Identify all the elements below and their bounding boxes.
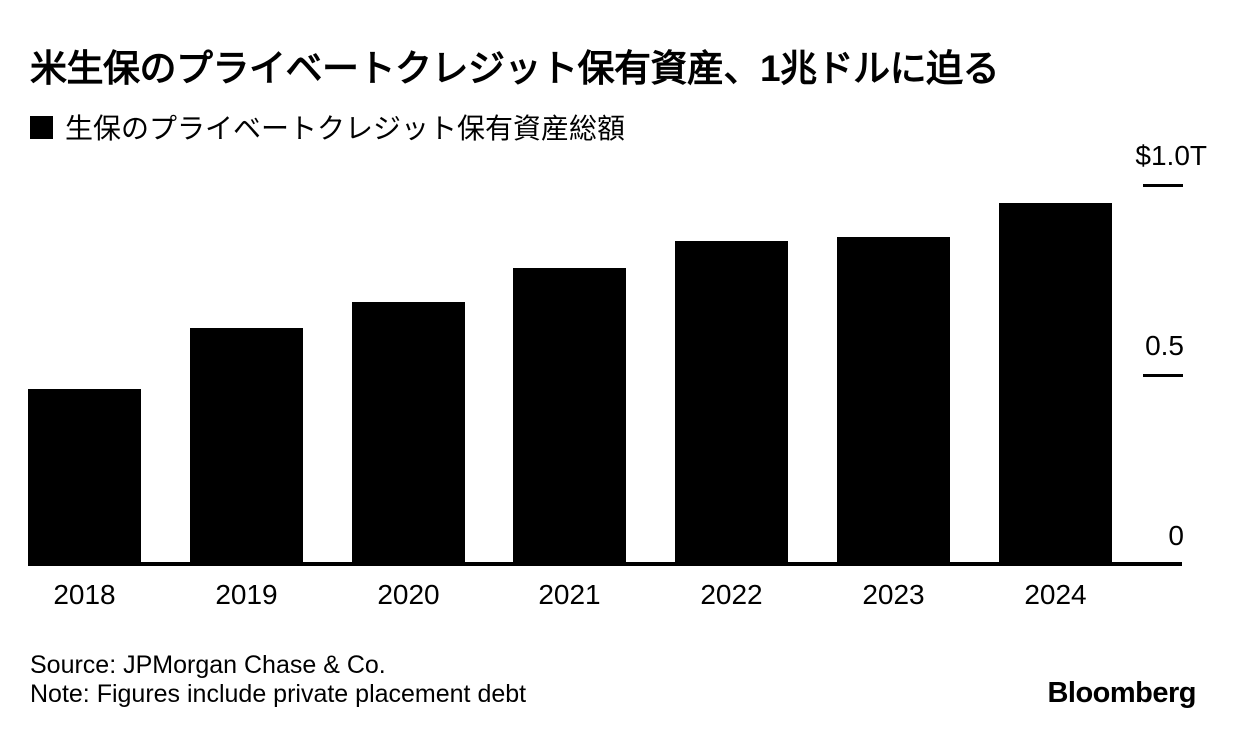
x-tick-label-2021: 2021 <box>538 579 601 610</box>
bar-2023 <box>837 237 950 566</box>
bar-2019 <box>190 328 303 566</box>
x-tick-label-2023: 2023 <box>862 579 925 610</box>
source-line: Source: JPMorgan Chase & Co. <box>30 651 386 679</box>
x-tick-label-2024: 2024 <box>1024 579 1087 610</box>
bar-2020 <box>352 302 465 566</box>
x-tick-label-2018: 2018 <box>53 579 116 610</box>
legend-label: 生保のプライベートクレジット保有資産総額 <box>65 113 626 144</box>
note-line: Note: Figures include private placement … <box>30 680 527 708</box>
legend-swatch-icon <box>30 115 53 139</box>
y-tick-label: $1.0T <box>1135 140 1207 171</box>
bloomberg-logo: Bloomberg <box>1047 677 1196 709</box>
bar-2024 <box>999 203 1112 566</box>
bar-2021 <box>513 268 626 566</box>
y-tick-mark <box>1143 374 1183 377</box>
bar-2018 <box>28 389 141 566</box>
chart-title: 米生保のプライベートクレジット保有資産、1兆ドルに迫る <box>30 48 1000 89</box>
bar-2022 <box>675 241 788 566</box>
y-tick-label: 0.5 <box>1145 330 1184 361</box>
y-tick-mark <box>1143 184 1183 187</box>
x-tick-label-2022: 2022 <box>700 579 763 610</box>
x-tick-label-2020: 2020 <box>377 579 440 610</box>
source-note-block: Source: JPMorgan Chase & Co. Note: Figur… <box>30 651 526 709</box>
x-axis-line <box>28 562 1182 566</box>
y-tick-label: 0 <box>1168 520 1184 551</box>
x-tick-label-2019: 2019 <box>215 579 278 610</box>
legend: 生保のプライベートクレジット保有資産総額 <box>30 107 625 147</box>
